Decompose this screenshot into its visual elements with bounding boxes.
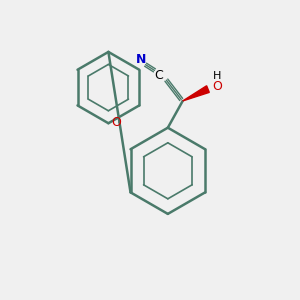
Polygon shape bbox=[183, 86, 209, 101]
Text: N: N bbox=[136, 53, 146, 66]
Text: C: C bbox=[154, 69, 163, 82]
Text: H: H bbox=[213, 71, 221, 81]
Text: O: O bbox=[212, 80, 222, 93]
Text: O: O bbox=[112, 116, 122, 129]
